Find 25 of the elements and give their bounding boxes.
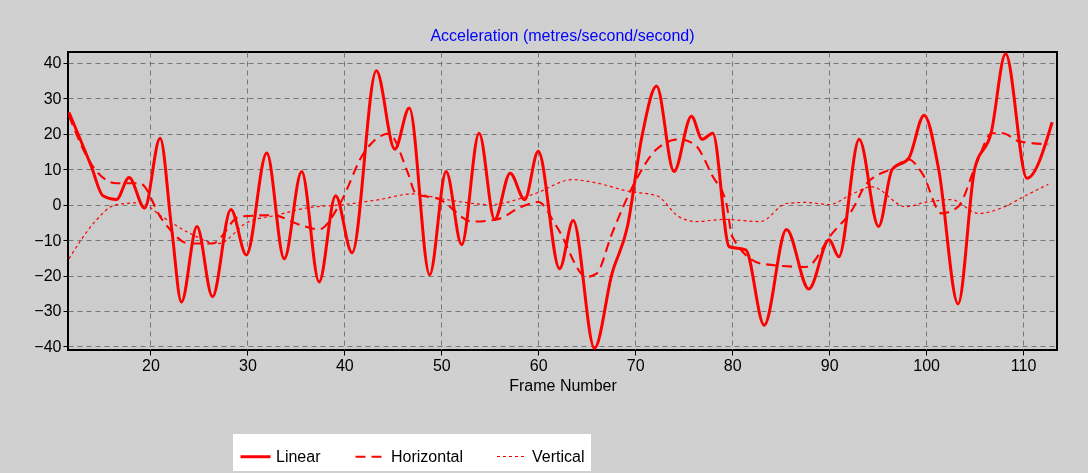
chart-title: Acceleration (metres/second/second) <box>430 27 695 44</box>
y-tick-label: −40 <box>34 337 62 355</box>
x-tick-label: 100 <box>913 356 941 374</box>
x-tick-label: 60 <box>529 356 548 374</box>
x-tick-label: 20 <box>142 356 160 374</box>
x-tick-label: 80 <box>723 356 742 374</box>
y-tick-label: 10 <box>43 160 62 178</box>
legend-label: Horizontal <box>391 447 464 465</box>
x-tick-label: 50 <box>432 356 451 374</box>
y-tick-label: −30 <box>34 302 62 320</box>
legend-label: Linear <box>276 447 322 465</box>
x-axis-title: Frame Number <box>509 376 618 394</box>
x-tick-label: 40 <box>335 356 354 374</box>
y-tick-label: 30 <box>43 89 62 107</box>
y-tick-label: −20 <box>34 267 62 284</box>
y-tick-label: 20 <box>43 125 62 143</box>
line-series <box>68 52 1054 350</box>
x-tick-label: 70 <box>626 356 645 374</box>
y-tick-label: 40 <box>43 54 62 72</box>
x-tick-label: 90 <box>820 356 839 374</box>
y-tick-label: 0 <box>52 196 62 214</box>
legend-label: Vertical <box>532 447 585 465</box>
x-tick-label: 30 <box>238 356 257 374</box>
x-tick-label: 110 <box>1010 356 1037 374</box>
y-tick-label: −10 <box>34 231 62 249</box>
